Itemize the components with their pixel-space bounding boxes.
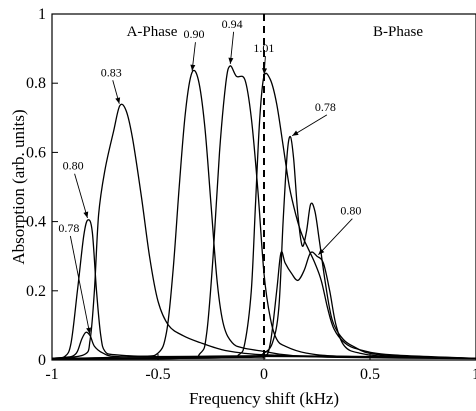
series-line-5 [51,65,476,360]
annotation-arrow [318,218,353,256]
annotation-arrowhead [292,130,299,136]
annotation-arrow [74,173,88,219]
annotation-group: 0.83 0.90 0.94 1.01 0.78 0.80 0.80 0.78 [58,17,361,334]
annotation-label: 0.78 [315,100,336,114]
annotation-label: 0.78 [58,221,79,235]
annotation-arrow [291,114,328,137]
y-tick-label: 0.8 [26,75,46,92]
x-tick-label: 0.5 [360,366,380,383]
phase-label-a: A-Phase [127,24,178,40]
annotation-arrowhead [115,97,121,104]
annotation-label: 0.80 [63,159,84,173]
x-tick-label: 0 [260,366,268,383]
series-line-6 [51,72,476,360]
annotation-label: 0.94 [222,17,243,31]
series-line-2 [51,219,476,359]
y-tick-label: 0.4 [26,214,46,231]
y-tick-label: 1 [38,6,46,23]
annotation-arrowhead [190,64,196,71]
series-line-7 [51,135,476,360]
annotation-label: 0.80 [340,204,361,218]
y-tick-label: 0.2 [26,283,46,300]
x-tick-label: 1 [472,366,476,383]
annotation-arrowhead [318,248,325,255]
annotation-label: 0.83 [101,65,122,79]
tick-group: -1 -0.5 0 0.5 1 0 0.2 0.4 0.6 0.8 1 [26,6,476,383]
series-line-8 [51,251,476,360]
annotation-arrowhead [86,327,92,334]
phase-label-b: B-Phase [373,24,423,40]
annotation-arrowhead [262,68,268,75]
y-tick-label: 0.6 [26,144,46,161]
annotation-arrowhead [83,211,89,218]
x-tick-label: -0.5 [145,366,170,383]
x-axis-title: Frequency shift (kHz) [189,389,339,408]
annotation-label: 1.01 [253,41,274,55]
plot-area: 0.830.900.941.010.780.800.800.78 -1 -0.5 0… [26,6,476,383]
annotation-arrowhead [228,57,234,64]
y-axis-title: Absorption (arb. units) [9,109,28,264]
annotation-label: 0.90 [183,27,204,41]
x-tick-label: -1 [45,366,58,383]
series-line-1 [51,331,476,359]
annotation-arrow [69,235,91,334]
series-line-3 [51,103,476,359]
series-group [51,65,476,360]
y-tick-label: 0 [38,352,46,369]
